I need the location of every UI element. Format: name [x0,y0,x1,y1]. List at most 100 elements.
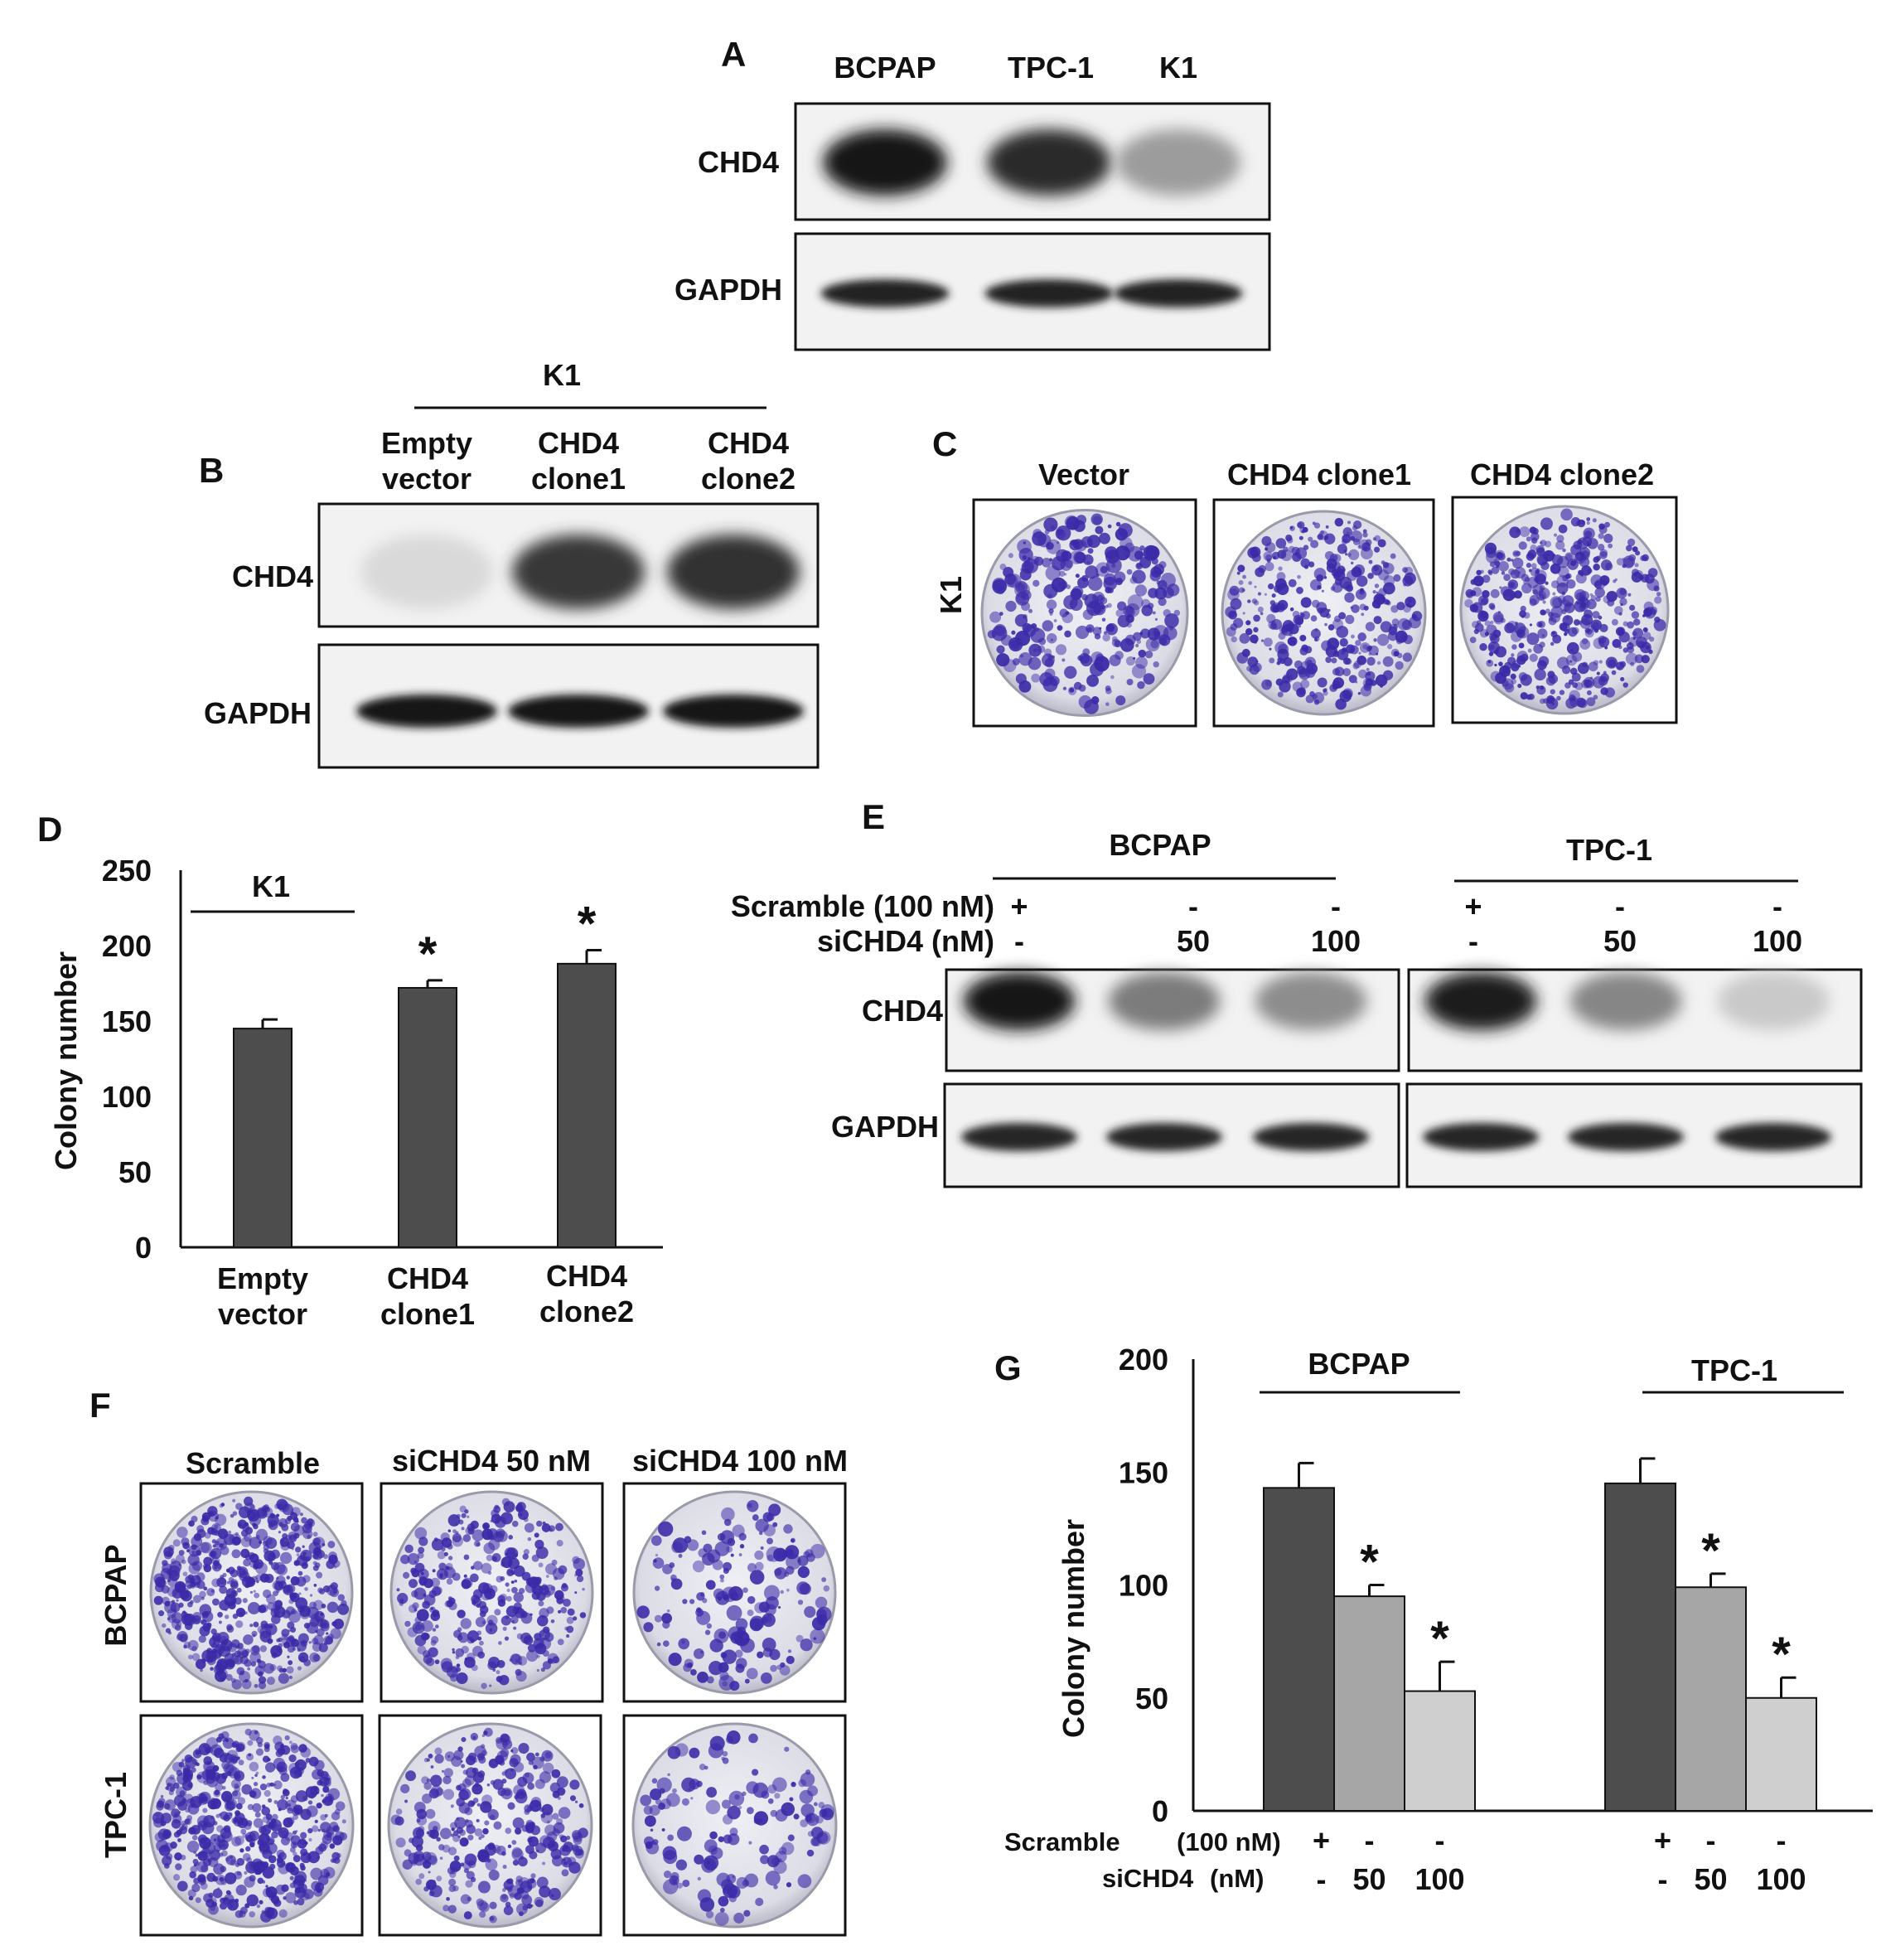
colony [227,1566,235,1575]
colony [458,1789,469,1801]
colony [196,1550,202,1556]
colony [188,1895,194,1901]
colony [1064,573,1067,576]
bar [1604,1482,1676,1812]
colony [667,1773,670,1776]
colony [210,1897,217,1904]
colony [556,1539,563,1547]
colony [734,1649,743,1658]
colony [501,1888,506,1892]
colony [706,1676,714,1684]
colony [177,1880,188,1892]
colony [213,1560,220,1567]
colony [470,1732,479,1741]
colony [1057,529,1064,535]
colony [186,1774,194,1780]
colony [1574,619,1580,626]
colony [201,1658,206,1663]
colony [1593,556,1600,564]
colony [297,1898,305,1906]
colony [228,1754,239,1764]
colony [659,1788,665,1794]
colony [1469,636,1477,644]
colony [1332,618,1344,630]
colony [1266,613,1276,624]
colony [727,1885,741,1899]
colony [441,1769,444,1773]
colony [471,1664,478,1672]
colony [261,1807,271,1816]
sichd4-mark: - [1658,1862,1668,1896]
colony [699,1764,706,1770]
colony [1553,533,1558,537]
colony [1005,600,1017,612]
colony [487,1570,492,1575]
colony [747,1500,759,1512]
colony [1395,661,1404,670]
colony [418,1576,428,1585]
colonies [390,1727,588,1924]
colony [160,1820,167,1827]
colony [341,1819,346,1824]
colony [1395,637,1403,645]
colony [1382,656,1394,667]
colony [333,1619,345,1629]
colony [510,1580,515,1585]
colony [447,1529,452,1532]
colony [1080,654,1093,667]
colony [1511,644,1517,650]
colony [396,1588,400,1592]
colony [1321,589,1324,593]
panel-f: F Scramble siCHD4 50 nM siCHD4 100 nM BC… [89,1386,848,1937]
colony [1578,519,1581,522]
colony [265,1885,268,1888]
y-tick-label: 250 [102,854,152,888]
colony [1115,695,1126,706]
colony [434,1747,442,1755]
colony [294,1886,307,1899]
colony [1291,546,1300,556]
colony [218,1620,222,1624]
colony [1526,536,1531,542]
colony [1374,546,1381,553]
colony [1286,537,1294,544]
colony [202,1515,209,1522]
colony [297,1633,309,1644]
colony [270,1608,275,1612]
colony [500,1734,511,1745]
colony [1314,637,1318,641]
colony [1512,557,1524,569]
colony [253,1590,256,1593]
colony [303,1889,314,1900]
colony [208,1892,214,1898]
colony [269,1512,275,1519]
colony [556,1776,568,1788]
colony [536,1876,549,1889]
colony [269,1664,277,1672]
colony [254,1774,258,1778]
colony [1015,673,1027,685]
bar [1745,1696,1817,1812]
colony [219,1585,228,1595]
colony [201,1865,209,1873]
colony [1622,682,1628,688]
colony [1141,598,1151,608]
colony [278,1517,288,1528]
colony [786,1588,790,1592]
colony [689,1747,700,1759]
colony [510,1768,514,1772]
colony [177,1838,181,1842]
colony [328,1794,332,1798]
colony [1518,642,1525,649]
colony [307,1606,320,1619]
colony [320,1868,330,1879]
colony [567,1608,575,1616]
colony [1310,615,1318,622]
colony [1167,583,1180,597]
colony [191,1653,201,1662]
colony [326,1632,329,1635]
colony [242,1853,251,1861]
colony [1567,559,1579,570]
colony [1551,631,1555,635]
colony [308,1792,316,1799]
